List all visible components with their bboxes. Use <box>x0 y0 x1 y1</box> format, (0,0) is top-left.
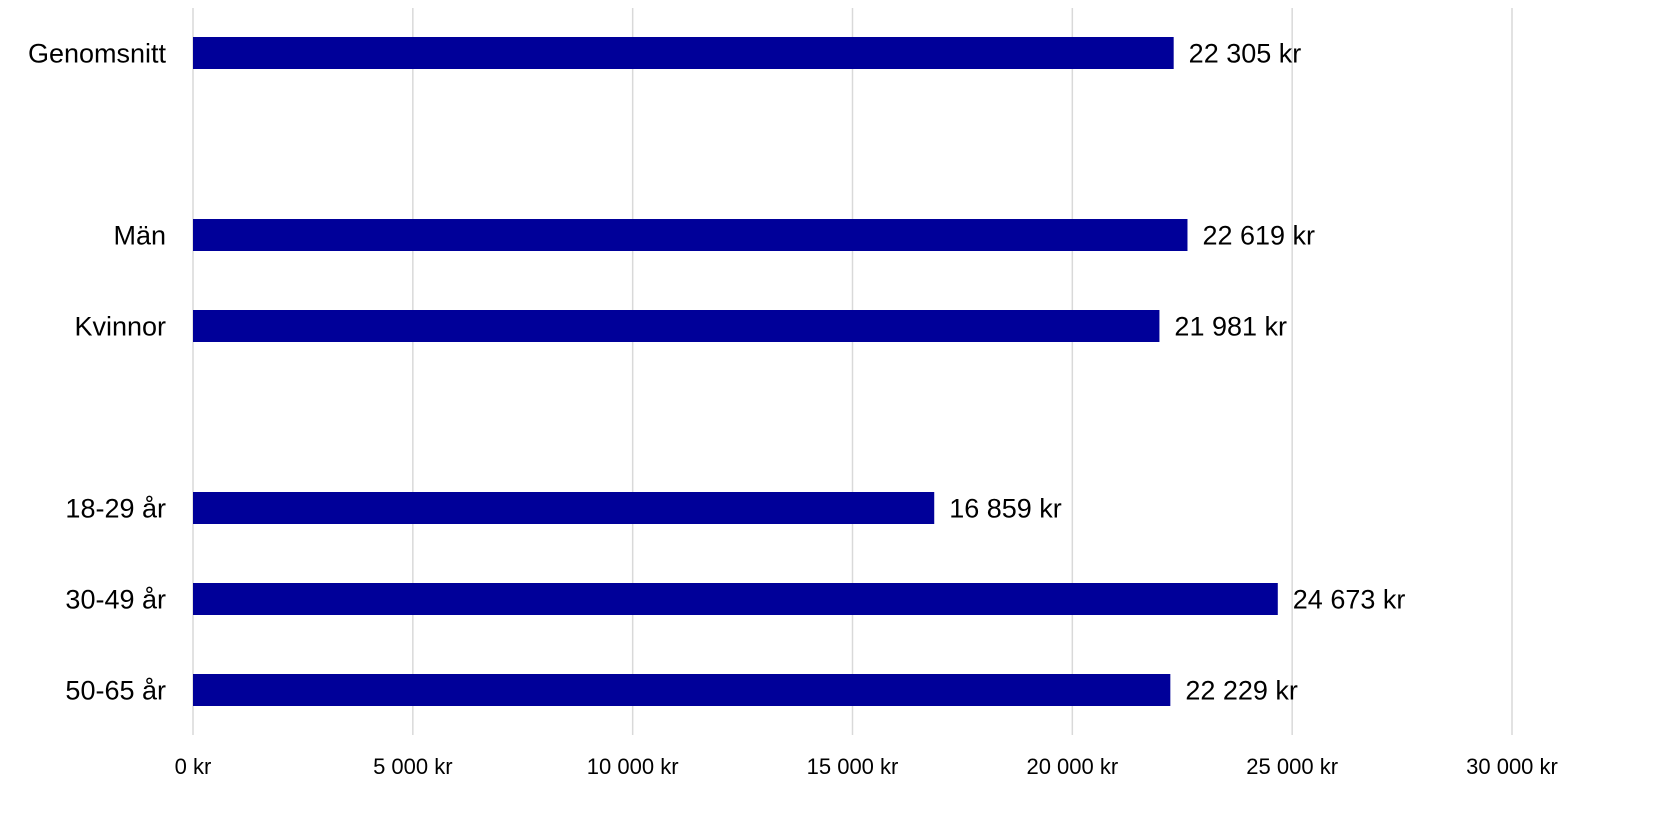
x-tick-label: 30 000 kr <box>1466 754 1558 779</box>
category-label: 50-65 år <box>65 675 166 705</box>
bar <box>193 583 1278 615</box>
x-tick-label: 15 000 kr <box>807 754 899 779</box>
category-label: Genomsnitt <box>28 38 167 68</box>
bars <box>193 37 1278 706</box>
category-label: 18-29 år <box>65 493 166 523</box>
x-tick-label: 0 kr <box>175 754 212 779</box>
category-label: 30-49 år <box>65 584 166 614</box>
data-label: 22 229 kr <box>1185 675 1298 705</box>
bar <box>193 310 1160 342</box>
bar <box>193 492 935 524</box>
x-tick-label: 25 000 kr <box>1246 754 1338 779</box>
x-tick-label: 20 000 kr <box>1026 754 1118 779</box>
category-label: Kvinnor <box>74 311 166 341</box>
data-label: 21 981 kr <box>1174 311 1287 341</box>
data-label: 16 859 kr <box>949 493 1062 523</box>
category-labels: Genomsnitt Män Kvinnor 18-29 år 30-49 år 50-6… <box>28 38 167 705</box>
category-label: Män <box>113 220 166 250</box>
gridlines <box>192 8 1513 735</box>
x-axis-tick-labels: 0 kr 5 000 kr 10 000 kr 15 000 kr 20 000 kr 2… <box>175 754 1558 779</box>
bar <box>193 37 1174 69</box>
data-label: 22 619 kr <box>1202 220 1315 250</box>
x-tick-label: 5 000 kr <box>373 754 453 779</box>
bar <box>193 219 1188 251</box>
x-tick-label: 10 000 kr <box>587 754 679 779</box>
bar <box>193 674 1171 706</box>
data-label: 22 305 kr <box>1189 38 1302 68</box>
data-label: 24 673 kr <box>1293 584 1406 614</box>
value-labels: 22 305 kr 22 619 kr 21 981 kr 16 859 kr 24 6… <box>949 38 1405 705</box>
